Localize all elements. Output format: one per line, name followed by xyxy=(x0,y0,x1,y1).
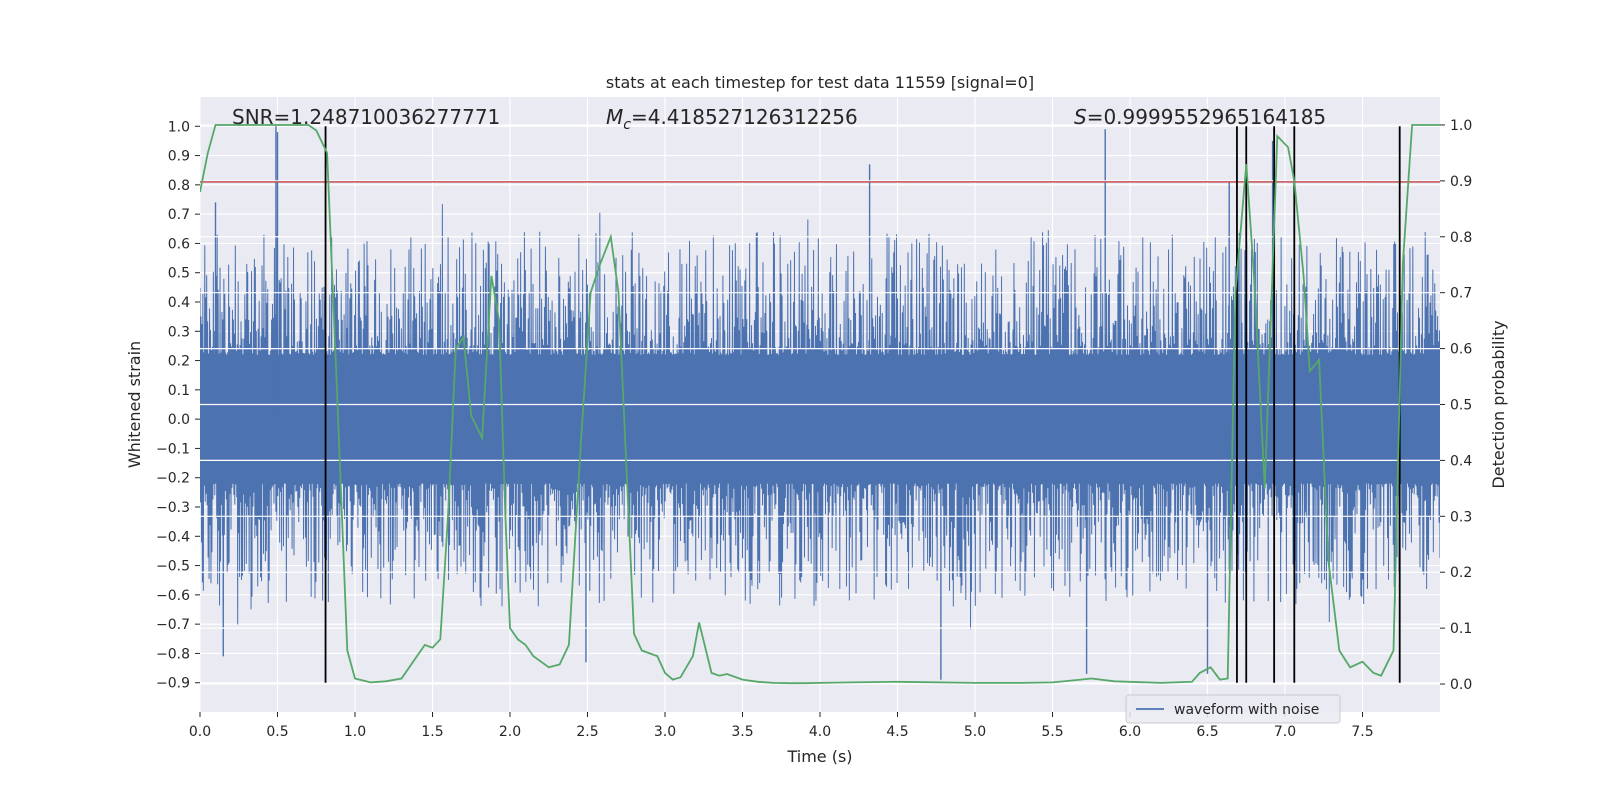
legend-label: waveform with noise xyxy=(1174,702,1319,718)
x-tick-label: 3.0 xyxy=(654,724,676,740)
legend-box xyxy=(1125,694,1341,724)
s-annotation: S=0.9999552965164185 xyxy=(1074,105,1326,129)
x-tick-label: 1.0 xyxy=(344,724,366,740)
x-tick-label: 7.5 xyxy=(1351,724,1373,740)
y-tick-label: 0.5 xyxy=(168,266,190,282)
y2-tick-label: 0.5 xyxy=(1450,398,1472,414)
legend: waveform with noise xyxy=(1125,694,1341,724)
y2-tick-label: 0.1 xyxy=(1450,621,1472,637)
x-tick-label: 2.5 xyxy=(576,724,598,740)
y-tick-label: 0.4 xyxy=(168,295,190,311)
x-tick-label: 4.0 xyxy=(809,724,831,740)
grid-horizontal-secondary xyxy=(200,124,1440,685)
y2-tick-label: 0.0 xyxy=(1450,677,1472,693)
y-tick-label: −0.5 xyxy=(156,559,190,575)
x-tick-label: 7.0 xyxy=(1274,724,1296,740)
y-tick-label: 0.1 xyxy=(168,383,190,399)
y-tick-label: −0.9 xyxy=(156,676,190,692)
y-tick-label: 0.0 xyxy=(168,412,190,428)
x-tick-label: 0.5 xyxy=(266,724,288,740)
s-value: =0.9999552965164185 xyxy=(1087,105,1326,129)
x-tick-label: 1.5 xyxy=(421,724,443,740)
detection-probability-line xyxy=(200,124,1440,685)
y-tick-label: 0.7 xyxy=(168,207,190,223)
y-tick-label: 0.6 xyxy=(168,236,190,252)
y-tick-label: 1.0 xyxy=(168,119,190,135)
y-tick-label: 0.3 xyxy=(168,324,190,340)
x-tick-label: 2.0 xyxy=(499,724,521,740)
y-tick-label: −0.6 xyxy=(156,588,190,604)
y2-tick-labels: 1.0 0.9 0.8 0.7 0.6 0.5 0.4 0.3 0.2 0.1 0.0 xyxy=(1440,118,1472,693)
y-tick-label: 0.2 xyxy=(168,354,190,370)
x-tick-label: 6.5 xyxy=(1196,724,1218,740)
s-symbol: S xyxy=(1074,105,1087,129)
x-axis-label: Time (s) xyxy=(786,747,852,766)
chart-title: stats at each timestep for test data 115… xyxy=(606,73,1034,92)
plot-content xyxy=(200,124,1440,685)
y2-tick-label: 1.0 xyxy=(1450,118,1472,134)
waveform-series xyxy=(200,204,1440,630)
x-tick-label: 0.0 xyxy=(189,724,211,740)
waveform-spikes xyxy=(214,126,1274,680)
y2-tick-label: 0.3 xyxy=(1450,509,1472,525)
y-tick-label: −0.7 xyxy=(156,617,190,633)
snr-annotation: SNR=1.248710036277771 xyxy=(232,105,500,129)
y-tick-label: −0.4 xyxy=(156,529,190,545)
x-tick-labels: 0.0 0.5 1.0 1.5 2.0 2.5 3.0 3.5 4.0 4.5 5.0 5.5 6.0 6… xyxy=(189,712,1374,740)
mc-value: =4.418527126312256 xyxy=(631,105,858,129)
y-tick-label: 0.8 xyxy=(168,178,190,194)
y2-tick-label: 0.8 xyxy=(1450,230,1472,246)
mc-symbol: M xyxy=(606,105,623,129)
y2-axis-label: Detection probability xyxy=(1489,320,1508,488)
x-tick-label: 5.5 xyxy=(1041,724,1063,740)
y-tick-label: −0.1 xyxy=(156,441,190,457)
y-axis-label: Whitened strain xyxy=(125,341,144,468)
mc-annotation: Mc=4.418527126312256 xyxy=(606,105,858,133)
y-tick-label: −0.2 xyxy=(156,471,190,487)
mc-subscript: c xyxy=(623,117,631,133)
x-tick-label: 4.5 xyxy=(886,724,908,740)
x-tick-label: 3.5 xyxy=(731,724,753,740)
y2-tick-label: 0.9 xyxy=(1450,174,1472,190)
y-tick-label: 0.9 xyxy=(168,149,190,165)
y2-tick-label: 0.2 xyxy=(1450,565,1472,581)
y2-tick-label: 0.7 xyxy=(1450,286,1472,302)
y2-tick-label: 0.6 xyxy=(1450,342,1472,358)
y2-tick-label: 0.4 xyxy=(1450,453,1472,469)
x-tick-label: 5.0 xyxy=(964,724,986,740)
y-tick-label: −0.8 xyxy=(156,646,190,662)
x-tick-label: 6.0 xyxy=(1119,724,1141,740)
y-tick-labels: 1.0 0.9 0.8 0.7 0.6 0.5 0.4 0.3 0.2 0.1 0.0 −0.1 −0.… xyxy=(156,119,200,692)
y-tick-label: −0.3 xyxy=(156,500,190,516)
